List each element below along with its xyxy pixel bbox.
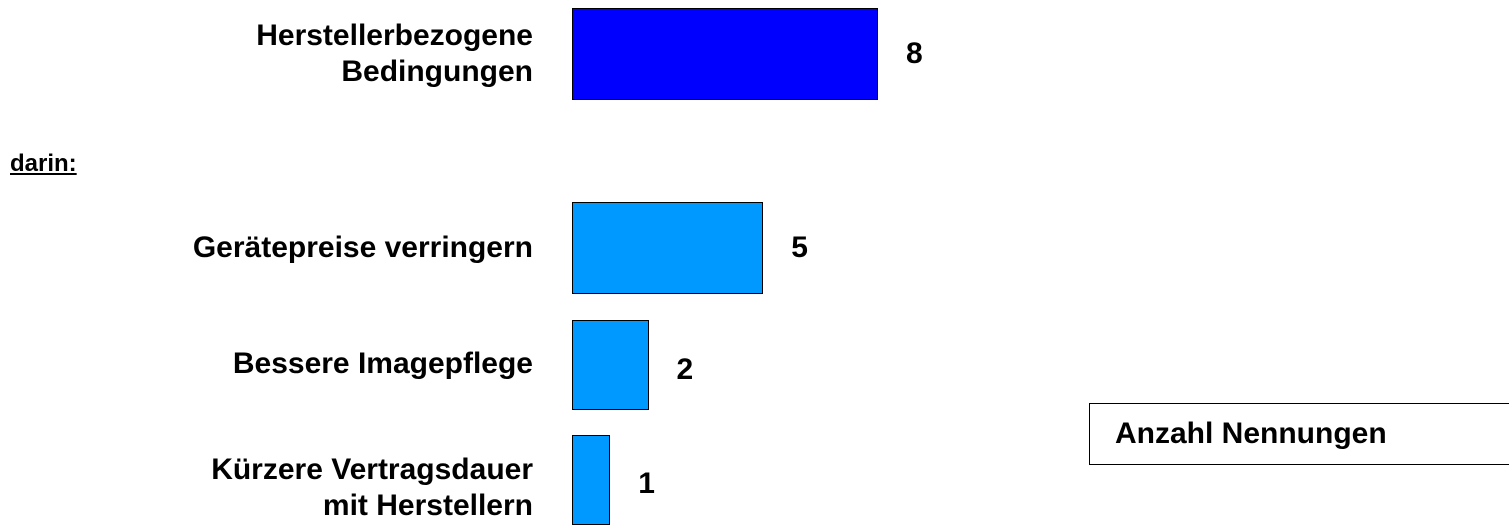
bar-geraetepreise (572, 202, 764, 294)
bar-value-imagepflege: 2 (676, 353, 694, 386)
bar-label-vertragsdauer: Kürzere Vertragsdauer mit Herstellern (211, 453, 533, 522)
bar-label-imagepflege: Bessere Imagepflege (232, 347, 533, 380)
bar-herstellerbezogene (572, 8, 878, 100)
value-unit-box: Anzahl Nennungen (1089, 403, 1509, 465)
bar-value-geraetepreise: 5 (791, 231, 808, 264)
bar-imagepflege (572, 320, 649, 410)
section-label: darin: (10, 150, 77, 177)
bar-label-herstellerbezogene: Herstellerbezogene Bedingungen (256, 19, 533, 88)
bar-vertragsdauer (572, 435, 611, 525)
bar-label-geraetepreise: Gerätepreise verringern (192, 231, 533, 264)
bar-value-herstellerbezogene: 8 (906, 37, 923, 70)
bar-value-vertragsdauer: 1 (638, 467, 655, 500)
